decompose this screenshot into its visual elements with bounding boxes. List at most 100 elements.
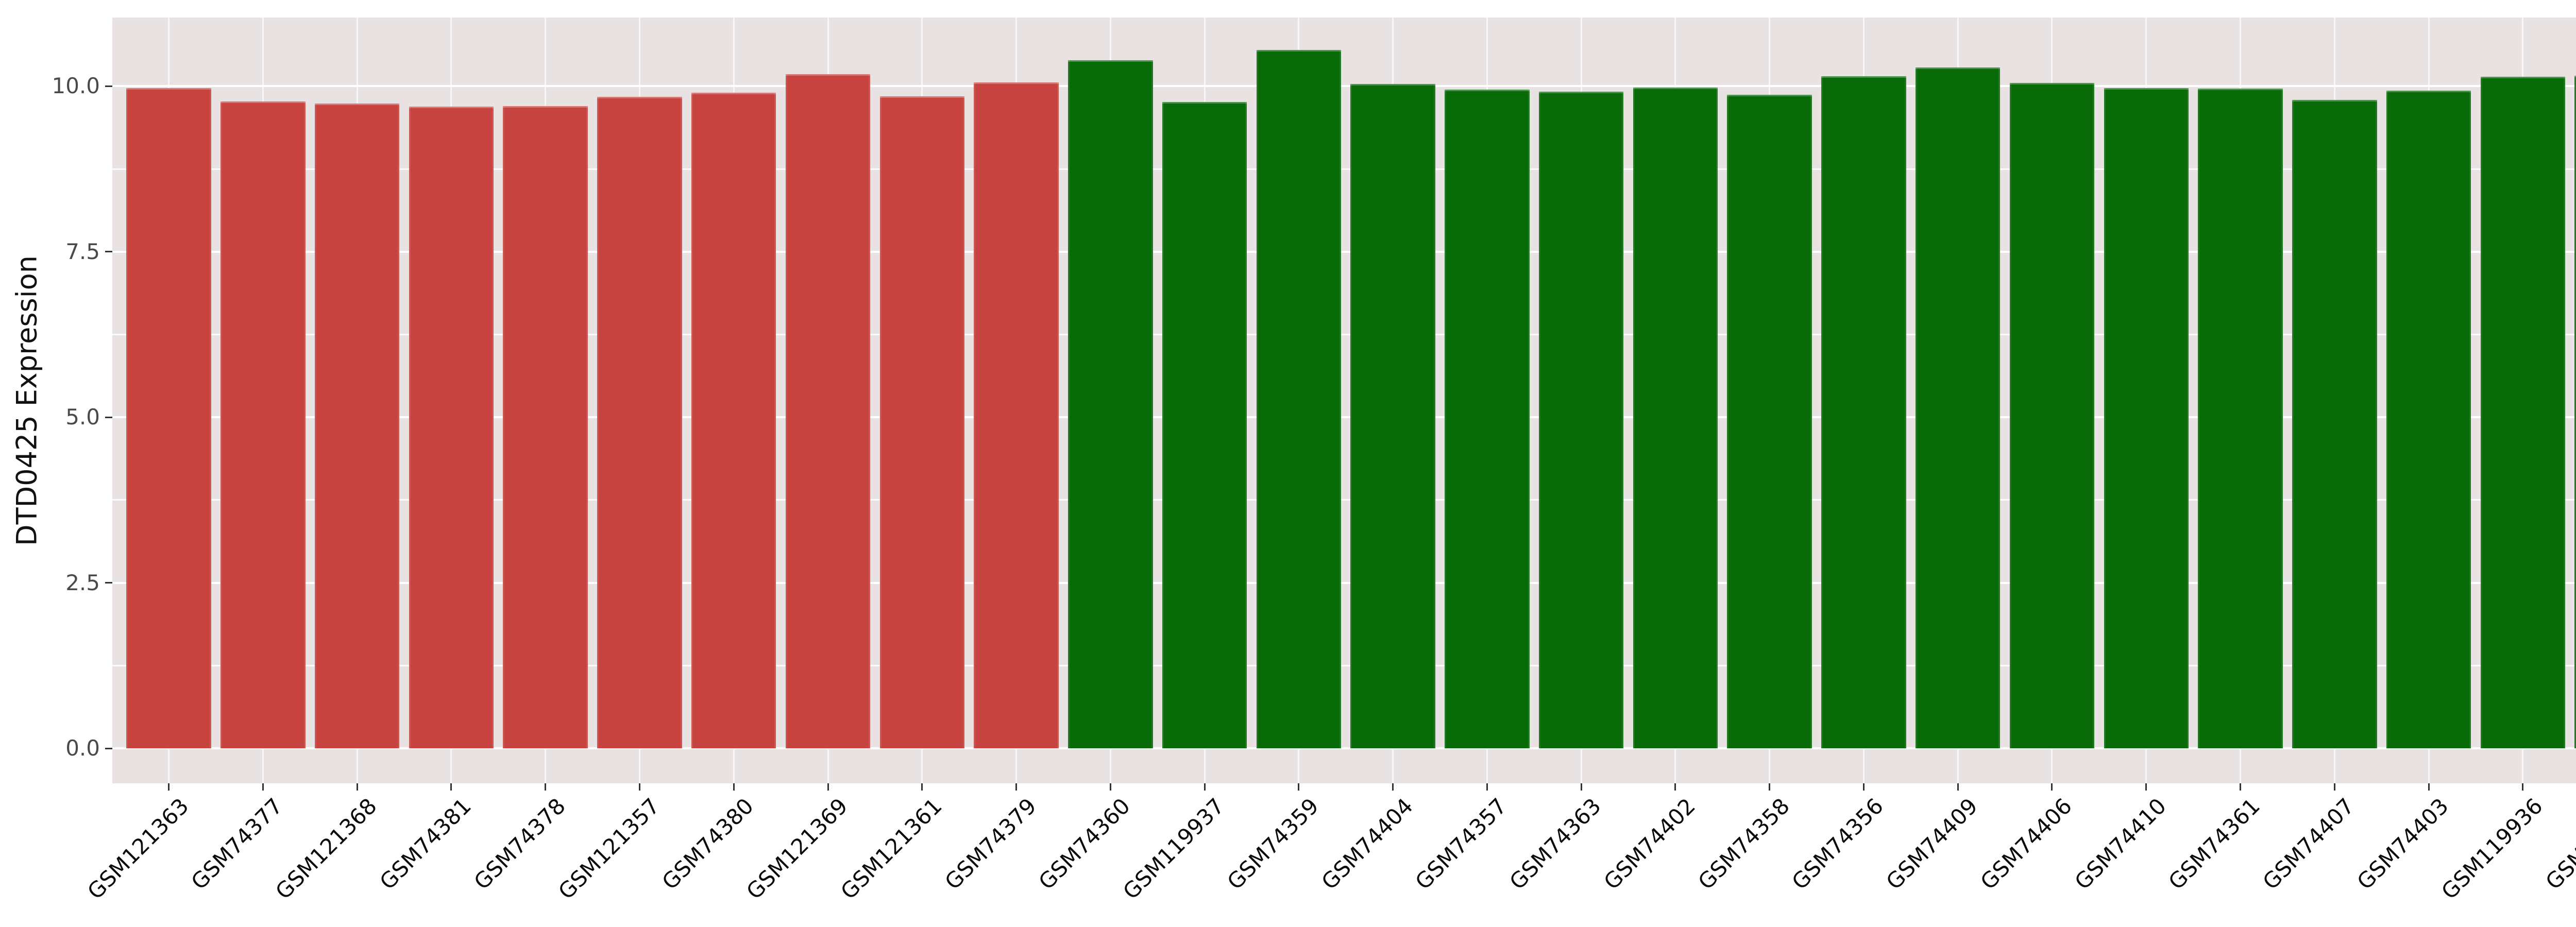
x-tick-label: GSM74357 [1410, 793, 1512, 895]
bar-GSM121357 [597, 96, 682, 748]
bar-GSM74403 [2386, 91, 2471, 748]
x-tick-label: GSM121369 [741, 793, 853, 904]
bar-GSM74362 [2574, 75, 2576, 748]
x-tick-label: GSM121357 [553, 793, 665, 904]
bar-GSM74410 [2104, 88, 2189, 748]
x-tick-label: GSM119936 [2436, 793, 2548, 904]
x-tick-label: GSM119937 [1118, 793, 1230, 904]
y-tick-mark [105, 251, 112, 253]
bar-GSM74379 [974, 82, 1059, 748]
y-tick-mark [105, 582, 112, 584]
x-tick-label: GSM74381 [375, 793, 476, 895]
x-tick-mark [2522, 783, 2524, 791]
x-tick-mark [1392, 783, 1394, 791]
y-tick-mark [105, 85, 112, 87]
plot-panel [112, 18, 2576, 783]
bar-GSM74378 [503, 106, 588, 748]
x-tick-mark [921, 783, 923, 791]
bar-GSM74404 [1350, 84, 1435, 748]
gridline-major-horizontal [112, 581, 2576, 584]
x-tick-label: GSM74361 [2163, 793, 2265, 895]
y-tick-label: 7.5 [65, 238, 100, 264]
gridline-minor-horizontal [112, 333, 2576, 335]
x-tick-mark [1769, 783, 1771, 791]
bar-GSM74360 [1068, 60, 1153, 748]
x-tick-label: GSM74406 [1975, 793, 2077, 895]
gridline-major-horizontal [112, 85, 2576, 88]
x-tick-label: GSM121361 [836, 793, 947, 904]
x-tick-mark [1015, 783, 1018, 791]
x-tick-mark [2333, 783, 2335, 791]
x-tick-label: GSM121363 [82, 793, 194, 904]
x-tick-mark [1109, 783, 1111, 791]
x-tick-mark [2240, 783, 2241, 791]
bar-GSM119936 [2480, 77, 2566, 748]
x-tick-label: GSM74359 [1222, 793, 1324, 895]
y-tick-label: 10.0 [52, 73, 100, 99]
bar-GSM74356 [1821, 76, 1906, 748]
bar-GSM74358 [1727, 95, 1812, 748]
x-tick-label: GSM74360 [1033, 793, 1136, 895]
y-axis-title: DTD0425 Expression [10, 255, 43, 546]
gridline-minor-horizontal [112, 168, 2576, 170]
gridline-major-horizontal [112, 416, 2576, 419]
x-tick-mark [450, 783, 452, 791]
bar-GSM121369 [785, 74, 871, 748]
bar-GSM74381 [409, 107, 494, 748]
bar-GSM74357 [1445, 89, 1530, 748]
x-tick-label: GSM74409 [1881, 793, 1983, 895]
x-tick-mark [733, 783, 735, 791]
bar-GSM74402 [1633, 87, 1718, 748]
x-tick-mark [1204, 783, 1206, 791]
x-tick-label: GSM74362 [2540, 793, 2576, 895]
x-tick-label: GSM74410 [2070, 793, 2171, 895]
y-tick-mark [105, 416, 112, 418]
y-tick-label: 2.5 [65, 570, 100, 595]
x-tick-label: GSM74356 [1787, 793, 1889, 895]
x-tick-label: GSM74402 [1599, 793, 1700, 895]
bar-GSM121361 [879, 96, 965, 748]
x-tick-mark [356, 783, 358, 791]
y-tick-label: 0.0 [65, 735, 100, 761]
bar-GSM74377 [221, 101, 306, 748]
bar-GSM119937 [1162, 102, 1247, 748]
x-tick-mark [1674, 783, 1676, 791]
x-tick-label: GSM74404 [1316, 793, 1418, 895]
bar-GSM74361 [2198, 89, 2283, 748]
gridline-major-horizontal [112, 747, 2576, 749]
x-tick-mark [2145, 783, 2147, 791]
bar-GSM74407 [2292, 100, 2377, 748]
x-tick-mark [1486, 783, 1488, 791]
x-tick-label: GSM74377 [186, 793, 288, 895]
x-tick-mark [638, 783, 640, 791]
y-tick-label: 5.0 [65, 404, 100, 430]
x-tick-label: GSM74378 [469, 793, 570, 895]
bar-GSM121363 [126, 88, 211, 748]
x-tick-mark [1957, 783, 1959, 791]
gridline-minor-horizontal [112, 664, 2576, 666]
x-tick-mark [262, 783, 264, 791]
x-tick-label: GSM74363 [1504, 793, 1606, 895]
x-tick-mark [545, 783, 547, 791]
y-tick-mark [105, 747, 112, 749]
x-tick-mark [2051, 783, 2053, 791]
x-tick-mark [1862, 783, 1865, 791]
gridline-minor-horizontal [112, 499, 2576, 501]
x-tick-label: GSM74379 [939, 793, 1041, 895]
bar-GSM74409 [1915, 67, 2001, 748]
x-tick-mark [827, 783, 829, 791]
bar-GSM74359 [1256, 49, 1342, 748]
bar-GSM74406 [2009, 82, 2095, 748]
x-tick-label: GSM74403 [2352, 793, 2453, 895]
x-tick-label: GSM74358 [1693, 793, 1794, 895]
bar-GSM74363 [1538, 91, 1624, 748]
x-tick-label: GSM74407 [2258, 793, 2360, 895]
x-tick-mark [1298, 783, 1300, 791]
bar-GSM121368 [314, 103, 400, 748]
gridline-major-horizontal [112, 250, 2576, 253]
bar-GSM74380 [691, 93, 776, 748]
x-tick-mark [2428, 783, 2430, 791]
x-tick-label: GSM74380 [657, 793, 759, 895]
x-tick-label: GSM121368 [270, 793, 382, 904]
